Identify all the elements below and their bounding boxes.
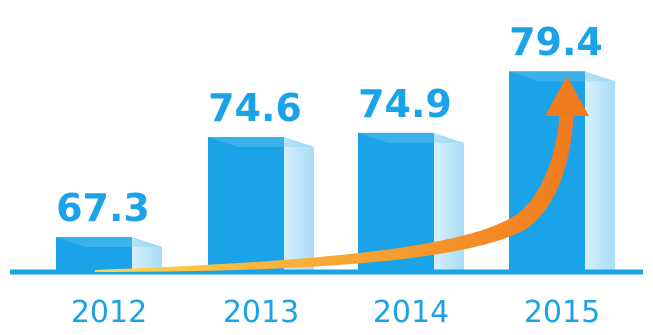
bars-layer xyxy=(56,71,615,270)
value-label-2014: 74.9 xyxy=(358,82,452,126)
trend-arrow-body xyxy=(95,108,574,272)
bar-front-2012 xyxy=(56,237,132,270)
trend-arrow xyxy=(95,76,589,272)
bar-top-2013 xyxy=(208,136,314,147)
value-label-2012: 67.3 xyxy=(56,186,150,230)
bar-side-2014 xyxy=(434,132,464,270)
bar-top-2014 xyxy=(358,132,464,143)
bar-side-2013 xyxy=(284,136,314,270)
bar-top-2015 xyxy=(509,71,615,82)
category-labels-layer: 2012 2013 2014 2015 xyxy=(71,295,600,330)
bar-2013 xyxy=(208,136,314,270)
value-labels-layer: 67.3 74.6 74.9 79.4 xyxy=(56,20,603,230)
bar-top-2012 xyxy=(56,237,162,247)
category-label-2013: 2013 xyxy=(223,295,299,330)
value-label-2015: 79.4 xyxy=(509,20,603,64)
category-label-2012: 2012 xyxy=(71,295,147,330)
trend-arrow-head xyxy=(545,76,589,116)
bar-2012 xyxy=(56,237,162,270)
category-label-2015: 2015 xyxy=(524,295,600,330)
category-label-2014: 2014 xyxy=(373,295,449,330)
bar-front-2013 xyxy=(208,136,284,270)
value-label-2013: 74.6 xyxy=(208,86,302,130)
bar-side-2015 xyxy=(585,71,615,270)
bar-side-2012 xyxy=(132,237,162,270)
